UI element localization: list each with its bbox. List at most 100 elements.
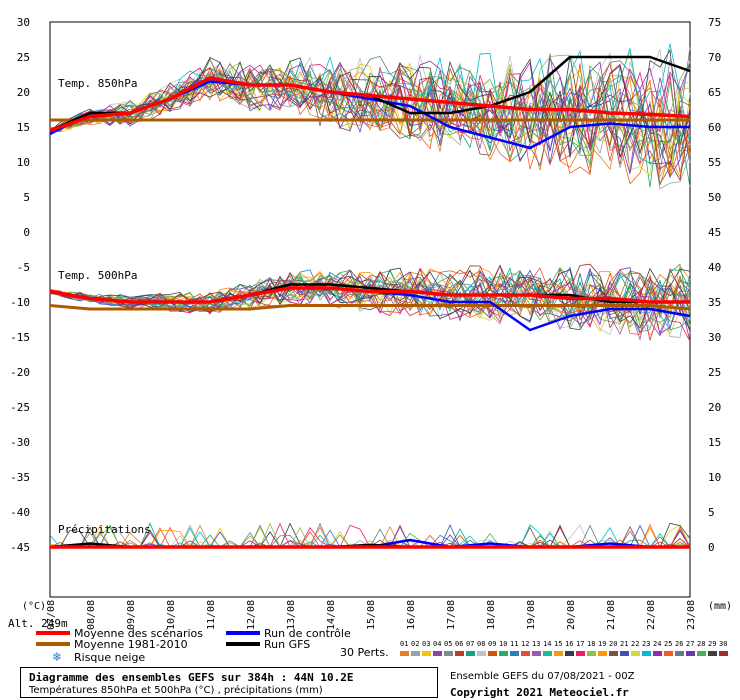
pert-number: 02: [411, 640, 419, 648]
y3-tick-label: 15: [708, 436, 721, 449]
y-tick-label: 5: [23, 191, 30, 204]
pert-swatch: [719, 651, 728, 656]
x-date-label: 09/08: [126, 600, 137, 630]
x-date-label: 14/08: [326, 600, 337, 630]
x-date-label: 20/08: [566, 600, 577, 630]
pert-swatch: [587, 651, 596, 656]
copyright: Copyright 2021 Meteociel.fr: [450, 686, 629, 699]
pert-number: 18: [587, 640, 595, 648]
pert-number: 20: [609, 640, 617, 648]
y2-tick-label: 65: [708, 86, 721, 99]
altitude-label: Alt. 249m: [8, 617, 68, 630]
pert-number: 23: [642, 640, 650, 648]
y2-tick-label: 45: [708, 226, 721, 239]
y-tick-label: -15: [10, 331, 30, 344]
legend-label: Moyenne des scénarios: [74, 627, 203, 640]
pert-swatch: [444, 651, 453, 656]
pert-number: 13: [532, 640, 540, 648]
pert-number: 16: [565, 640, 573, 648]
y-tick-label: 15: [17, 121, 30, 134]
pert-number: 26: [675, 640, 683, 648]
run-info: Ensemble GEFS du 07/08/2021 - 00Z: [450, 671, 635, 682]
pert-line: [49, 72, 691, 165]
pert-number: 27: [686, 640, 694, 648]
pert-number: 14: [543, 640, 551, 648]
pert-swatch: [598, 651, 607, 656]
legend-label: Run de contrôle: [264, 627, 351, 640]
y2-tick-label: 75: [708, 16, 721, 29]
legend-label: Run GFS: [264, 638, 310, 651]
series-line: [49, 76, 691, 133]
pert-swatch: [642, 651, 651, 656]
y-tick-label: 25: [17, 51, 30, 64]
legend-label: Moyenne 1981-2010: [74, 638, 188, 651]
y3-tick-label: 40: [708, 261, 721, 274]
pert-number: 12: [521, 640, 529, 648]
pert-number: 15: [554, 640, 562, 648]
pert-swatch: [653, 651, 662, 656]
pert-number: 05: [444, 640, 452, 648]
y3-tick-label: 30: [708, 331, 721, 344]
x-date-label: 22/08: [646, 600, 657, 630]
series-line: [49, 304, 691, 311]
pert-line: [49, 67, 691, 182]
x-date-label: 16/08: [406, 600, 417, 630]
pert-line: [49, 73, 691, 185]
x-date-label: 13/08: [286, 600, 297, 630]
y3-tick-label: 10: [708, 471, 721, 484]
y-tick-label: -25: [10, 401, 30, 414]
pert-swatch: [400, 651, 409, 656]
y-tick-label: -5: [17, 261, 30, 274]
pert-number: 29: [708, 640, 716, 648]
pert-swatch: [521, 651, 530, 656]
y2-tick-label: 55: [708, 156, 721, 169]
y-tick-label: 10: [17, 156, 30, 169]
pert-line: [49, 276, 691, 330]
pert-swatch: [631, 651, 640, 656]
x-date-label: 18/08: [486, 600, 497, 630]
x-date-label: 07/08: [46, 600, 57, 630]
pert-number: 06: [455, 640, 463, 648]
pert-swatch: [664, 651, 673, 656]
y-tick-label: -10: [10, 296, 30, 309]
axis-labels: 302520151050-5-10-15-20-25-30-35-40-4575…: [8, 16, 732, 630]
y3-tick-label: 0: [708, 541, 715, 554]
panel-label: Précipitations: [58, 523, 151, 536]
pert-line: [49, 57, 691, 137]
pert-swatch: [686, 651, 695, 656]
pert-number: 03: [422, 640, 430, 648]
x-date-label: 23/08: [686, 600, 697, 630]
pert-line: [49, 76, 691, 162]
pert-swatch: [455, 651, 464, 656]
pert-number: 01: [400, 640, 408, 648]
pert-line: [49, 47, 691, 134]
chart-subtitle: Températures 850hPa et 500hPa (°C) , pré…: [29, 685, 323, 696]
pert-number: 28: [697, 640, 705, 648]
pert-swatch: [488, 651, 497, 656]
x-date-label: 10/08: [166, 600, 177, 630]
pert-swatch: [620, 651, 629, 656]
title-box: Diagramme des ensembles GEFS sur 384h : …: [20, 667, 438, 698]
y-tick-label: -40: [10, 506, 30, 519]
pert-line: [49, 76, 691, 188]
pert-swatch: [576, 651, 585, 656]
pert-swatch: [565, 651, 574, 656]
x-date-label: 12/08: [246, 600, 257, 630]
legend-label: Risque neige: [74, 651, 145, 664]
y2-tick-label: 60: [708, 121, 721, 134]
pert-number: 22: [631, 640, 639, 648]
pert-number: 17: [576, 640, 584, 648]
unit-left: (°C): [22, 601, 46, 612]
pert-line: [49, 265, 691, 313]
y3-tick-label: 35: [708, 296, 721, 309]
pert-swatch: [554, 651, 563, 656]
y-tick-label: -30: [10, 436, 30, 449]
y-tick-label: 20: [17, 86, 30, 99]
panel-label: Temp. 500hPa: [58, 269, 137, 282]
y-tick-label: 0: [23, 226, 30, 239]
y3-tick-label: 5: [708, 506, 715, 519]
y3-tick-label: 25: [708, 366, 721, 379]
pert-line: [49, 283, 691, 331]
pert-swatch: [433, 651, 442, 656]
